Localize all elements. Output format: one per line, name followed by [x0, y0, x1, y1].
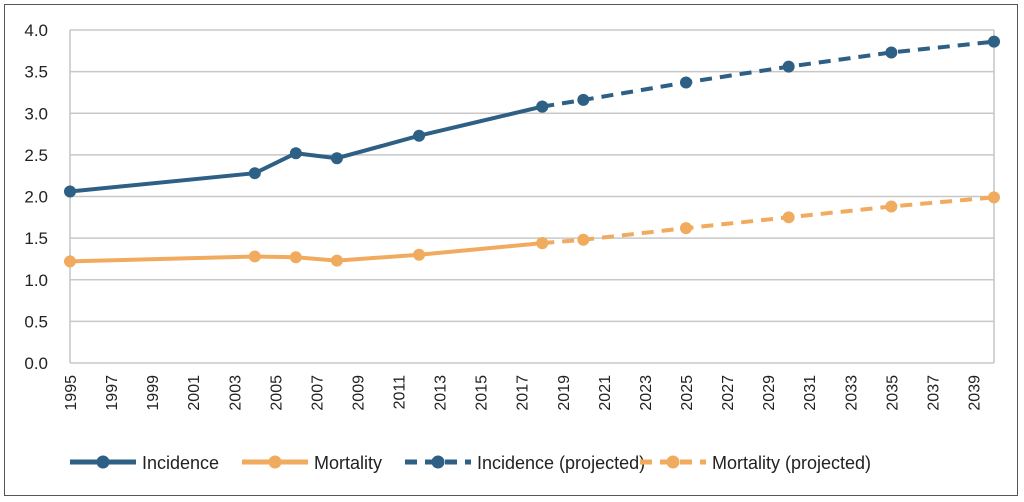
y-tick-label: 3.0: [24, 104, 48, 123]
data-point: [680, 222, 692, 235]
legend-label: Incidence (projected): [477, 453, 645, 473]
legend-label: Incidence: [142, 453, 219, 473]
data-point: [330, 254, 343, 267]
legend-swatch-marker: [268, 455, 282, 469]
x-tick-label: 2037: [925, 375, 942, 411]
data-point: [577, 93, 590, 106]
data-point: [680, 76, 692, 89]
data-point: [536, 237, 549, 250]
series-line-0: [69, 104, 543, 194]
data-point: [330, 152, 343, 165]
x-tick-label: 2007: [309, 375, 326, 411]
data-point: [413, 248, 426, 261]
y-tick-label: 2.5: [24, 146, 48, 165]
series-line-3: [542, 195, 995, 246]
x-tick-label: 2003: [227, 375, 244, 411]
legend-swatch-marker: [666, 455, 680, 469]
data-point: [248, 167, 261, 180]
x-tick-label: 2023: [638, 375, 655, 411]
data-point: [885, 46, 898, 59]
x-tick-label: 2015: [474, 375, 491, 411]
y-tick-label: 1.5: [24, 229, 48, 248]
legend-label: Mortality: [314, 453, 382, 473]
x-tick-label: 2001: [186, 375, 203, 411]
data-point: [289, 251, 302, 264]
x-tick-label: 2013: [433, 375, 450, 411]
data-point: [782, 60, 795, 73]
x-tick-label: 2027: [720, 375, 737, 411]
x-tick-label: 2031: [802, 375, 819, 411]
y-tick-label: 2.0: [24, 188, 48, 207]
x-axis-ticks: 1995 1997 1999 2001 2003 2005 2007 2009 2011 2013…: [63, 375, 983, 411]
data-point: [988, 191, 1000, 204]
x-tick-label: 2033: [843, 375, 860, 411]
data-point: [64, 255, 76, 268]
series-line-1: [69, 241, 543, 264]
data-point: [782, 211, 795, 224]
x-tick-label: 1999: [145, 375, 162, 411]
x-tick-label: 2017: [515, 375, 532, 411]
y-tick-label: 3.5: [24, 63, 48, 82]
x-tick-label: 2039: [966, 375, 983, 411]
legend-swatch-marker: [96, 455, 110, 469]
series-layer: [64, 35, 1000, 268]
y-axis-ticks: 0.0 0.5 1.0 1.5 2.0 2.5 3.0 3.5 4.0: [24, 21, 48, 373]
x-tick-label: 2021: [597, 375, 614, 411]
legend-swatch-marker: [431, 455, 445, 469]
data-point: [885, 200, 898, 213]
x-tick-label: 2005: [268, 375, 285, 411]
series-line-2: [541, 39, 995, 109]
x-tick-label: 2035: [884, 375, 901, 411]
x-tick-label: 2019: [556, 375, 573, 411]
x-tick-label: 2011: [392, 375, 409, 410]
chart-frame: [4, 4, 1018, 496]
data-point: [988, 35, 1000, 48]
grid-layer: [69, 29, 995, 364]
data-point: [289, 147, 302, 160]
y-tick-label: 0.5: [24, 312, 48, 331]
data-point: [64, 185, 76, 198]
y-tick-label: 0.0: [24, 354, 48, 373]
y-tick-label: 1.0: [24, 271, 48, 290]
x-tick-label: 2025: [679, 375, 696, 411]
x-tick-label: 1997: [104, 375, 121, 411]
data-point: [536, 100, 549, 113]
x-tick-label: 2009: [350, 375, 367, 411]
data-point: [577, 233, 590, 246]
x-tick-label: 2029: [761, 375, 778, 411]
legend: Incidence Mortality Incidence (projected) M…: [70, 453, 871, 473]
legend-label: Mortality (projected): [712, 453, 871, 473]
y-tick-label: 4.0: [24, 21, 48, 40]
data-point: [413, 129, 426, 142]
data-point: [248, 250, 261, 263]
x-tick-label: 1995: [63, 375, 80, 411]
